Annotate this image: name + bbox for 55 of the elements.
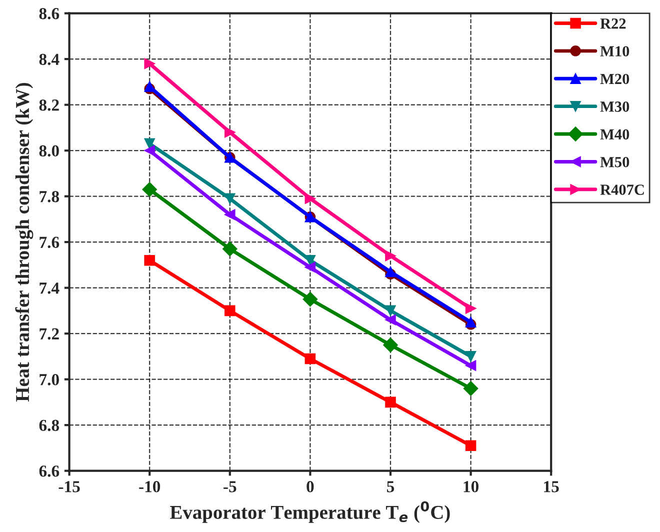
y-tick-label: 7.0 xyxy=(40,374,59,386)
point xyxy=(385,250,396,262)
point xyxy=(304,353,316,364)
point xyxy=(144,58,155,70)
y-tick-label: 7.4 xyxy=(40,282,60,294)
point xyxy=(385,305,396,316)
point xyxy=(222,242,238,256)
point xyxy=(144,145,155,156)
point xyxy=(224,209,236,220)
point xyxy=(383,338,398,352)
legend-label: M10 xyxy=(600,46,630,56)
x-tick-label: 0 xyxy=(306,481,314,492)
y-tick-label: 8.0 xyxy=(39,145,59,157)
point xyxy=(385,266,396,278)
y-tick-label: 8.2 xyxy=(39,100,59,111)
y-tick-label: 7.6 xyxy=(40,236,60,248)
point xyxy=(224,193,236,204)
x-tick-label: 5 xyxy=(387,481,394,492)
legend-label: M50 xyxy=(600,156,630,168)
x-tick-label: 15 xyxy=(544,481,559,492)
y-tick-label: 8.4 xyxy=(39,54,60,66)
point xyxy=(224,305,236,316)
legend-label: M20 xyxy=(600,74,630,84)
x-tick-label: -15 xyxy=(58,481,80,492)
x-tick-label: 10 xyxy=(464,481,478,492)
point xyxy=(465,440,476,452)
legend-label: M40 xyxy=(600,129,630,140)
point xyxy=(465,351,476,362)
y-tick-label: 6.6 xyxy=(39,466,60,477)
point xyxy=(385,396,396,408)
point xyxy=(224,126,236,138)
point xyxy=(144,254,155,266)
y-tick-label: 7.8 xyxy=(40,191,60,202)
point xyxy=(142,182,157,197)
y-tick-label: 6.8 xyxy=(39,420,60,432)
point xyxy=(385,314,396,326)
point xyxy=(144,138,155,150)
point xyxy=(463,381,478,396)
point xyxy=(304,193,316,204)
y-axis-title: Heat transfer through condenser (kW) xyxy=(15,83,34,402)
point xyxy=(465,360,476,371)
point xyxy=(302,292,318,307)
point xyxy=(465,303,476,314)
point xyxy=(304,254,316,266)
y-tick-label: 7.2 xyxy=(40,328,59,340)
legend-label: R407C xyxy=(600,184,644,195)
point xyxy=(144,81,155,92)
x-tick-label: -5 xyxy=(224,481,236,492)
point xyxy=(465,316,476,328)
x-axis-title: Evaporator Temperature T$_{e}$ ($^{0}$C) xyxy=(170,501,450,523)
y-tick-label: 8.6 xyxy=(39,8,60,20)
point xyxy=(304,262,316,273)
legend-label: R22 xyxy=(600,18,626,29)
x-tick-label: -10 xyxy=(139,481,160,492)
legend-label: M30 xyxy=(600,102,630,112)
